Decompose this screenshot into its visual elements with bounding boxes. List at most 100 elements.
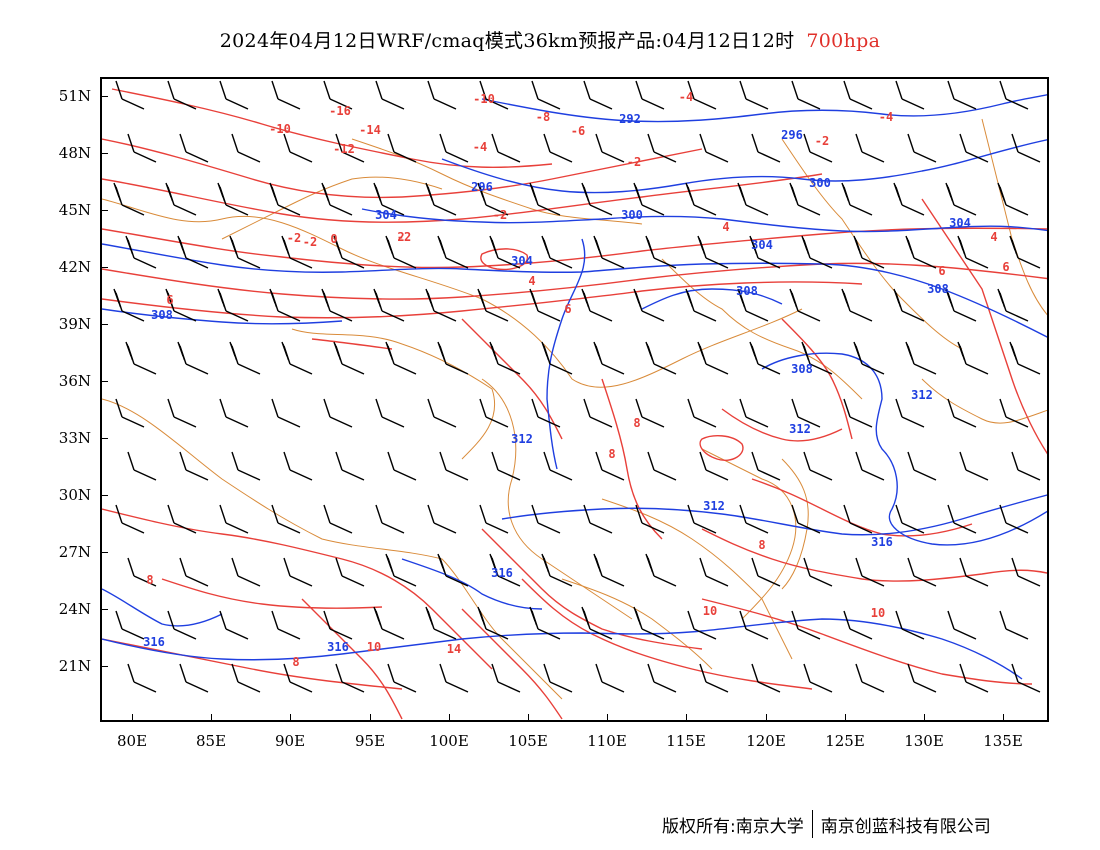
wind-barb — [633, 606, 665, 640]
wind-barb — [125, 341, 157, 375]
wind-barb — [529, 288, 561, 322]
height-label: 296 — [781, 128, 803, 142]
lat-tick — [100, 267, 108, 268]
wind-barb — [959, 133, 989, 163]
wind-barb — [907, 557, 937, 587]
wind-barb — [685, 182, 717, 216]
border-line — [291, 328, 496, 460]
temperature-contour — [701, 598, 1033, 685]
wind-barb — [593, 235, 625, 269]
height-contour — [441, 139, 1047, 194]
temperature-contour — [102, 508, 493, 670]
wind-barb — [437, 553, 469, 587]
title-level: 700hpa — [806, 30, 881, 52]
temperature-contour — [921, 198, 1047, 455]
wind-barb — [543, 451, 573, 481]
temperature-label: -2 — [627, 155, 641, 169]
lat-tick — [100, 324, 108, 325]
lon-label: 100E — [429, 732, 469, 750]
height-label: 312 — [789, 422, 811, 436]
temperature-label: 6 — [1002, 260, 1009, 274]
height-label: 308 — [791, 362, 813, 376]
wind-barb — [281, 341, 313, 375]
wind-barb — [281, 235, 313, 269]
lat-tick — [100, 495, 108, 496]
temperature-label: 10 — [871, 606, 885, 620]
lon-label: 125E — [825, 732, 865, 750]
copyright-text: 版权所有:南京大学 — [662, 816, 804, 837]
wind-barb — [439, 663, 469, 693]
wind-barb — [427, 398, 457, 428]
height-label: 304 — [375, 208, 397, 222]
wind-barb — [219, 504, 249, 534]
lat-label: 36N — [58, 372, 91, 390]
wind-barb — [593, 341, 625, 375]
wind-barb — [231, 557, 261, 587]
wind-barb — [581, 288, 613, 322]
wind-barb — [801, 235, 833, 269]
wind-barb — [697, 341, 729, 375]
wind-barb — [947, 610, 977, 640]
wind-barb — [583, 504, 613, 534]
wind-barb — [895, 398, 925, 428]
wind-barb — [905, 235, 937, 269]
wind-barb — [543, 133, 573, 163]
wind-barb — [1011, 451, 1041, 481]
wind-barb — [595, 451, 625, 481]
temperature-contour — [102, 281, 863, 319]
wind-barb — [427, 504, 457, 534]
wind-barb — [699, 133, 729, 163]
wind-barb — [647, 663, 677, 693]
wind-barb — [959, 663, 989, 693]
wind-barb — [801, 341, 833, 375]
wind-barb — [439, 133, 469, 163]
wind-barb — [999, 610, 1029, 640]
wind-barb — [945, 288, 977, 322]
wind-barb — [907, 133, 937, 163]
map-frame: 292 296 296 300 300 304 304 304 304 308 308 308 308 3… — [100, 77, 1049, 722]
wind-barb — [855, 557, 885, 587]
wind-barb — [165, 182, 197, 216]
wind-barb — [283, 557, 313, 587]
wind-barb — [645, 553, 677, 587]
height-label: 308 — [151, 308, 173, 322]
wind-barb — [385, 341, 417, 375]
temperature-contours — [102, 88, 1047, 720]
wind-barb — [999, 80, 1029, 110]
wind-barb — [375, 398, 405, 428]
lat-tick — [100, 609, 108, 610]
height-label: 308 — [736, 284, 758, 298]
wind-barb — [179, 451, 209, 481]
lon-tick — [449, 714, 450, 722]
wind-barb — [739, 80, 769, 110]
height-label: 316 — [143, 635, 165, 649]
wind-barb — [439, 451, 469, 481]
wind-barb — [229, 341, 261, 375]
lon-tick — [290, 714, 291, 722]
lat-tick — [100, 666, 108, 667]
wind-barb — [115, 398, 145, 428]
wind-barb — [489, 341, 521, 375]
lon-label: 95E — [354, 732, 386, 750]
wind-barb — [895, 610, 925, 640]
temperature-label: 6 — [938, 264, 945, 278]
wind-barb — [635, 504, 665, 534]
temperature-label: 10 — [367, 640, 381, 654]
temperature-contour — [102, 638, 403, 690]
height-label: 312 — [911, 388, 933, 402]
wind-barb — [231, 451, 261, 481]
wind-barb — [333, 341, 365, 375]
border-line — [102, 398, 563, 700]
wind-barb — [167, 504, 197, 534]
wind-barb — [477, 288, 509, 322]
lat-label: 39N — [58, 315, 91, 333]
wind-barb — [751, 557, 781, 587]
wind-barb — [791, 610, 821, 640]
wind-barb — [425, 606, 457, 640]
height-contour — [361, 208, 1047, 233]
height-label: 316 — [327, 640, 349, 654]
lon-label: 90E — [274, 732, 306, 750]
wind-barb — [853, 235, 885, 269]
wind-barb — [583, 80, 613, 110]
weather-map: 292 296 296 300 300 304 304 304 304 308 308 308 308 3… — [102, 80, 1047, 720]
